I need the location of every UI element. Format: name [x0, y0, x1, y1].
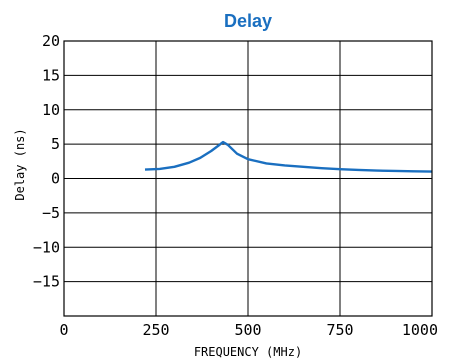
y-axis-label: Delay (ns): [13, 128, 27, 200]
y-tick-label: 0: [51, 170, 60, 188]
delay-series-line: [144, 140, 433, 173]
x-tick-label: 750: [326, 321, 353, 339]
y-tick-label: 5: [51, 135, 60, 153]
y-tick-label: 20: [42, 32, 60, 50]
grid: [64, 41, 432, 316]
chart-title: Delay: [224, 11, 272, 31]
x-tick-label: 1000: [402, 321, 438, 339]
y-tick-label: 10: [42, 101, 60, 119]
x-axis-label: FREQUENCY (MHz): [194, 345, 302, 359]
y-tick-label: −15: [33, 273, 60, 291]
y-tick-label: −10: [33, 238, 60, 256]
plot-area: [144, 140, 433, 173]
y-tick-label: −5: [42, 204, 60, 222]
x-tick-labels: 0 250 500 750 1000: [59, 321, 438, 339]
y-tick-labels: 20 15 10 5 0 −5 −10 −15: [33, 32, 60, 291]
x-tick-label: 0: [59, 321, 68, 339]
x-tick-label: 500: [234, 321, 261, 339]
y-tick-label: 15: [42, 66, 60, 84]
plot-frame: [63, 40, 433, 317]
x-tick-label: 250: [142, 321, 169, 339]
